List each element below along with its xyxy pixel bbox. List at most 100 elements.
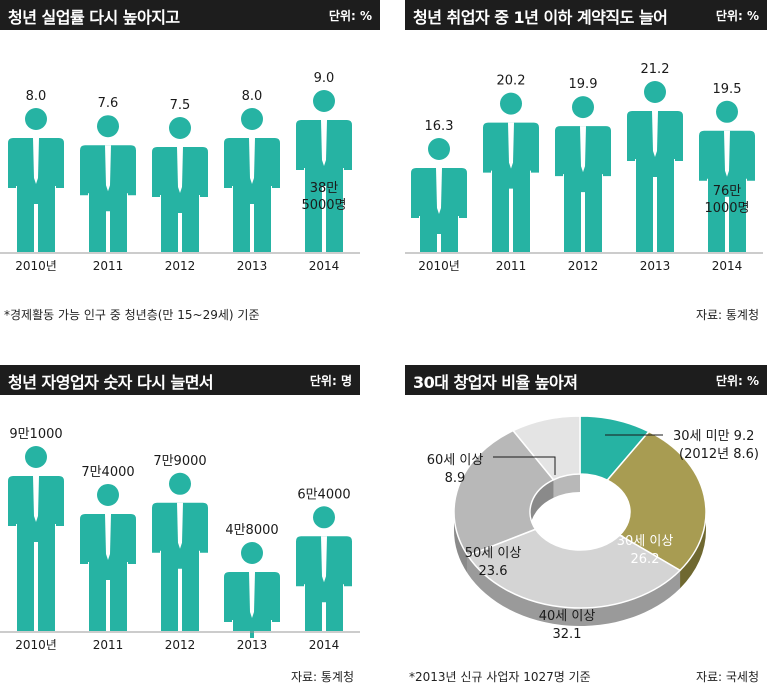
bar-chart-unemployment: 8.0 2010년 7.6 2011 7.5 2012 8.0 2013 9.0 2014 38만 5… xyxy=(0,71,360,273)
figure-body xyxy=(627,111,683,252)
x-tick-label: 2011 xyxy=(496,259,527,273)
bar-chart-self-employed: 9만1000 2010년 7만4000 2011 7만9000 2012 4만8000 201… xyxy=(0,427,360,652)
x-tick-label: 2013 xyxy=(640,259,671,273)
donut-slice xyxy=(606,430,707,572)
figure-tie xyxy=(580,126,586,173)
bar xyxy=(80,483,136,631)
figure-body xyxy=(296,536,352,631)
chart-panel-self-employed: 청년 자영업자 숫자 다시 늘면서 단위: 명 9만1000 2010년 7만400… xyxy=(0,365,360,693)
panel-header: 청년 취업자 중 1년 이하 계약직도 늘어 단위: % xyxy=(405,0,767,30)
figure-tie xyxy=(436,168,442,214)
slice-label: 50세 이상 xyxy=(465,546,522,561)
figure-tie xyxy=(724,130,730,177)
source-note: 자료: 통계청 xyxy=(695,308,759,322)
slice-value-label: 32.1 xyxy=(553,627,582,642)
x-tick-label: 2011 xyxy=(93,638,124,652)
figure-head xyxy=(241,542,263,564)
bar xyxy=(296,90,352,252)
slice-value-label: (2012년 8.6) xyxy=(679,447,759,462)
figure-head xyxy=(313,506,335,529)
data-label: 7.6 xyxy=(98,96,119,111)
bar xyxy=(80,115,136,252)
figure-head xyxy=(241,108,263,130)
x-tick-label: 2013 xyxy=(237,638,268,652)
bar xyxy=(699,100,755,252)
figure-tie xyxy=(177,502,183,549)
figure-body xyxy=(555,126,611,252)
slice-value-label: 26.2 xyxy=(631,552,660,567)
footnote: *2013년 신규 사업자 1027명 기준 xyxy=(409,670,591,684)
figure-body xyxy=(483,122,539,252)
figure-body xyxy=(8,138,64,252)
donut-slice-side xyxy=(454,512,468,574)
figure-head xyxy=(25,108,47,130)
data-label: 16.3 xyxy=(425,119,454,134)
bar xyxy=(152,117,208,252)
data-label: 6만4000 xyxy=(297,487,350,502)
annotation-label: 1000명 xyxy=(704,201,749,216)
data-label: 20.2 xyxy=(497,74,526,89)
figure-body xyxy=(8,476,64,631)
panel-title: 청년 자영업자 숫자 다시 늘면서 xyxy=(8,373,214,392)
donut-slice xyxy=(453,429,555,557)
figure-tie xyxy=(33,476,39,522)
panel-header: 청년 자영업자 숫자 다시 늘면서 단위: 명 xyxy=(0,365,360,395)
figure-body xyxy=(80,513,136,631)
leader-line xyxy=(493,456,556,475)
data-label: 7만4000 xyxy=(81,465,134,480)
panel-title: 30대 창업자 비율 높아져 xyxy=(413,373,578,392)
figure-head xyxy=(500,92,522,115)
figure-body xyxy=(699,130,755,252)
slice-value-label: 8.9 xyxy=(445,471,466,486)
bar xyxy=(296,506,352,631)
chart-panel-unemployment: 청년 실업률 다시 높아지고 단위: % 8.0 2010년 7.6 2011 7.5 2… xyxy=(0,0,380,330)
donut-hole-wall xyxy=(530,479,554,530)
data-label: 21.2 xyxy=(641,62,670,77)
data-label: 8.0 xyxy=(242,89,263,104)
bar xyxy=(411,138,467,252)
slice-label: 30세 이상 xyxy=(617,534,674,549)
x-tick-label: 2014 xyxy=(309,638,340,652)
donut-slice-side xyxy=(467,555,681,626)
figure-tie xyxy=(105,145,111,192)
bar xyxy=(627,81,683,252)
bar xyxy=(224,108,280,252)
source-note: 자료: 통계청 xyxy=(290,670,354,684)
footnote: *경제활동 가능 인구 중 청년층(만 15~29세) 기준 xyxy=(4,308,260,322)
x-tick-label: 2011 xyxy=(93,259,124,273)
unit-label: 단위: 명 xyxy=(309,374,352,388)
figure-tie xyxy=(508,122,514,169)
donut-hole-wall xyxy=(553,474,580,498)
panel-title: 청년 취업자 중 1년 이하 계약직도 늘어 xyxy=(413,8,668,27)
data-label: 19.9 xyxy=(569,77,598,92)
figure-head xyxy=(169,472,191,495)
x-tick-label: 2014 xyxy=(712,259,743,273)
annotation-label: 38만 xyxy=(310,181,339,196)
source-note: 자료: 국세청 xyxy=(695,670,759,684)
figure-tie xyxy=(652,111,658,157)
figure-head xyxy=(644,81,666,103)
bar xyxy=(152,472,208,631)
figure-tie xyxy=(105,513,111,560)
annotation-label: 76만 xyxy=(713,184,742,199)
figure-head xyxy=(716,100,738,123)
slice-label: 40세 이상 xyxy=(539,609,596,624)
figure-head xyxy=(428,138,450,160)
x-tick-label: 2012 xyxy=(568,259,599,273)
chart-panel-contract-workers: 청년 취업자 중 1년 이하 계약직도 늘어 단위: % 16.3 2010년 20… xyxy=(405,0,767,330)
unit-label: 단위: % xyxy=(328,9,372,23)
slice-label: 30세 미만 9.2 xyxy=(673,429,754,444)
figure-body xyxy=(296,120,352,252)
figure-tie xyxy=(249,572,255,618)
panel-title: 청년 실업률 다시 높아지고 xyxy=(8,8,180,27)
donut-slice xyxy=(511,415,581,481)
slice-label: 60세 이상 xyxy=(427,453,484,468)
data-label: 7.5 xyxy=(170,98,191,113)
x-tick-label: 2012 xyxy=(165,259,196,273)
slice-value-label: 23.6 xyxy=(479,564,508,579)
figure-tie xyxy=(321,536,327,583)
figure-body xyxy=(152,147,208,252)
figure-body xyxy=(224,138,280,252)
chart-panel-founders-age: 30대 창업자 비율 높아져 단위: % 30세 미만 9.2 (2012년 8.… xyxy=(405,365,767,693)
figure-head xyxy=(97,483,119,506)
